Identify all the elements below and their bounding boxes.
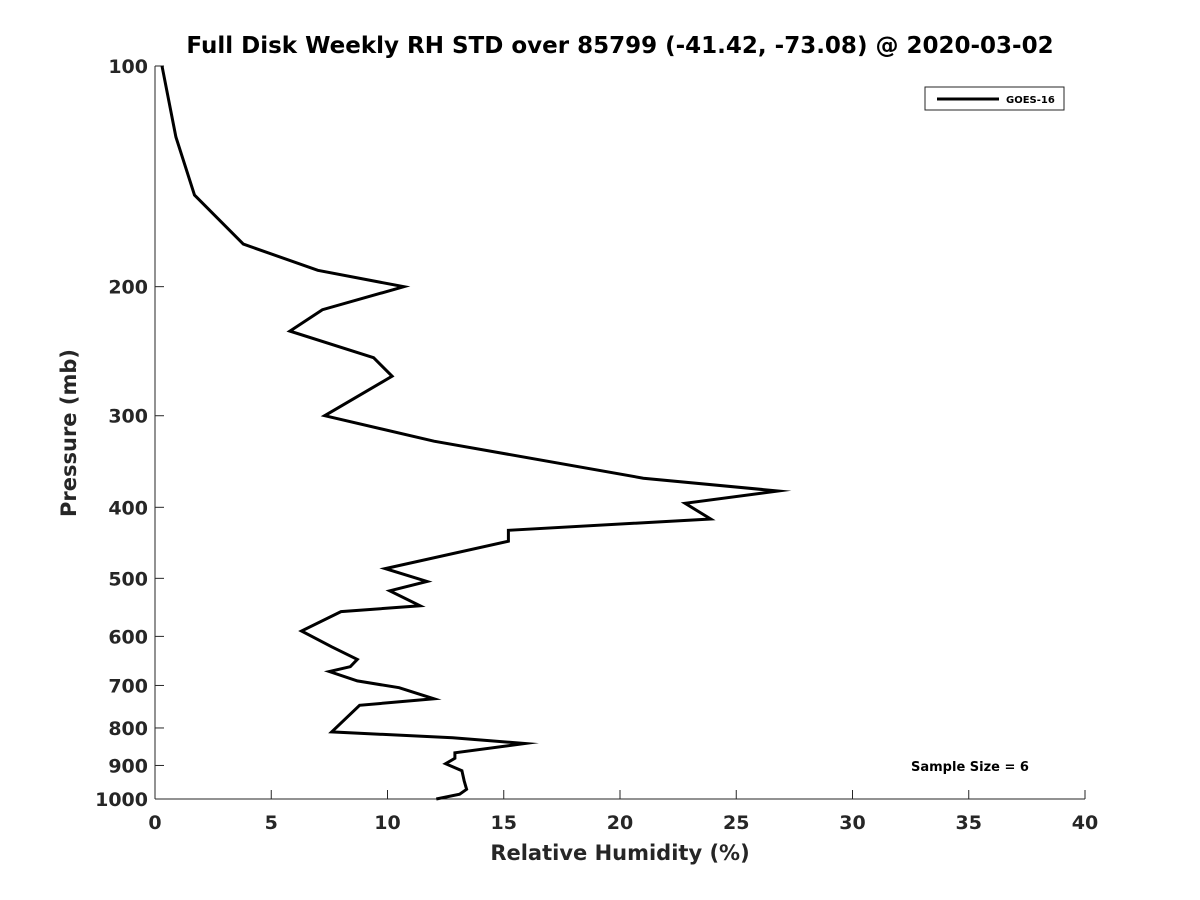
x-tick-label: 35 xyxy=(956,812,982,834)
y-tick-label: 600 xyxy=(108,626,148,648)
sample-size-annotation: Sample Size = 6 xyxy=(911,760,1029,775)
y-tick-label: 200 xyxy=(108,277,148,299)
y-tick-label: 700 xyxy=(108,675,148,697)
series-line-goes-16 xyxy=(160,65,792,801)
x-tick-label: 40 xyxy=(1072,812,1098,834)
x-ticks: 0 5 10 15 20 25 30 35 40 xyxy=(148,790,1098,834)
x-tick-label: 10 xyxy=(374,812,400,834)
y-tick-label: 400 xyxy=(108,497,148,519)
y-tick-label: 800 xyxy=(108,718,148,740)
x-axis-label: Relative Humidity (%) xyxy=(490,841,749,865)
y-tick-label: 900 xyxy=(108,755,148,777)
x-tick-label: 15 xyxy=(491,812,517,834)
chart-title: Full Disk Weekly RH STD over 85799 (-41.… xyxy=(186,33,1053,59)
y-axis-label: Pressure (mb) xyxy=(57,349,81,517)
y-tick-label: 500 xyxy=(108,568,148,590)
y-ticks: 100 200 300 400 500 600 700 800 900 1000 xyxy=(95,56,164,811)
legend-label-goes-16: GOES-16 xyxy=(1006,95,1055,106)
x-tick-label: 5 xyxy=(265,812,278,834)
y-tick-label: 300 xyxy=(108,406,148,428)
x-tick-label: 0 xyxy=(148,812,161,834)
x-tick-label: 20 xyxy=(607,812,633,834)
x-tick-label: 25 xyxy=(723,812,749,834)
series-layer xyxy=(160,65,792,801)
y-tick-label: 100 xyxy=(108,56,148,78)
x-tick-label: 30 xyxy=(839,812,865,834)
legend: GOES-16 xyxy=(924,86,1065,111)
y-tick-label: 1000 xyxy=(95,789,148,811)
